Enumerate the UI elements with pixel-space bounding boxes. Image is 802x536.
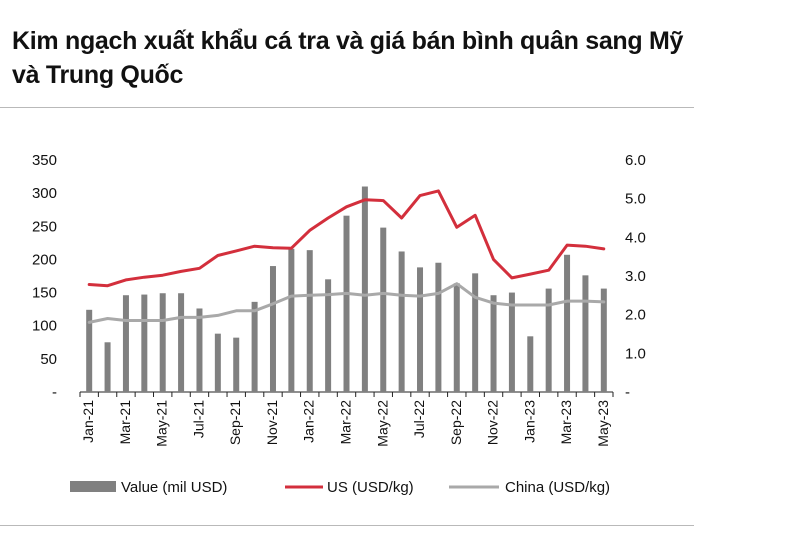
china-price-line bbox=[87, 282, 606, 324]
bar bbox=[325, 279, 332, 392]
bar bbox=[564, 254, 571, 392]
bar bbox=[343, 215, 350, 392]
y-left-tick-label: 350 bbox=[32, 152, 57, 169]
x-tick-label: Nov-22 bbox=[485, 400, 501, 445]
x-tick-label: Jan-21 bbox=[80, 400, 96, 443]
bar bbox=[141, 294, 148, 392]
bar bbox=[545, 288, 552, 392]
x-tick-label: Mar-22 bbox=[338, 400, 354, 445]
x-tick-label: Jan-22 bbox=[301, 400, 317, 443]
bar bbox=[527, 336, 534, 392]
bar bbox=[398, 251, 405, 392]
top-divider bbox=[0, 107, 694, 108]
y-right-tick-label: 6.0 bbox=[625, 152, 646, 169]
bar bbox=[269, 266, 276, 392]
bar bbox=[178, 293, 185, 392]
bar bbox=[417, 267, 424, 392]
y-left-tick-label: - bbox=[52, 384, 57, 401]
y-right-tick-label: 5.0 bbox=[625, 191, 646, 208]
x-tick-label: Jul-21 bbox=[190, 400, 206, 438]
x-tick-label: May-22 bbox=[374, 400, 390, 447]
bar bbox=[233, 337, 240, 392]
chart-title: Kim ngạch xuất khẩu cá tra và giá bán bì… bbox=[12, 27, 684, 89]
legend-label-us: US (USD/kg) bbox=[327, 479, 414, 496]
x-tick-label: May-23 bbox=[595, 400, 611, 447]
bar bbox=[122, 295, 129, 392]
bar bbox=[453, 283, 460, 392]
bar bbox=[196, 308, 203, 392]
legend-label-value: Value (mil USD) bbox=[121, 479, 227, 496]
y-left-tick-label: 200 bbox=[32, 251, 57, 268]
x-tick-label: Sep-21 bbox=[227, 400, 243, 445]
legend-swatch-value bbox=[70, 481, 116, 492]
bar bbox=[361, 186, 368, 392]
y-right-tick-label: 1.0 bbox=[625, 345, 646, 362]
y-left-tick-label: 50 bbox=[40, 351, 57, 368]
y-right-tick-label: 3.0 bbox=[625, 268, 646, 285]
x-tick-label: Mar-21 bbox=[117, 400, 133, 445]
x-tick-label: Jan-23 bbox=[521, 400, 537, 443]
x-tick-label: May-21 bbox=[154, 400, 170, 447]
bar bbox=[508, 292, 515, 392]
legend-label-china: China (USD/kg) bbox=[505, 479, 610, 496]
bar bbox=[159, 293, 166, 392]
y-left-tick-label: 250 bbox=[32, 218, 57, 235]
y-left-tick-label: 300 bbox=[32, 185, 57, 202]
y-right-tick-label: 4.0 bbox=[625, 229, 646, 246]
us-price-line bbox=[87, 189, 606, 288]
y-left-tick-label: 150 bbox=[32, 285, 57, 302]
x-tick-label: Nov-21 bbox=[264, 400, 280, 445]
bar bbox=[86, 309, 93, 392]
bar bbox=[600, 288, 607, 392]
bar bbox=[104, 342, 111, 392]
y-right-tick-label: 2.0 bbox=[625, 307, 646, 324]
bar bbox=[472, 273, 479, 392]
y-right-tick-label: - bbox=[625, 384, 630, 401]
y-left-tick-label: 100 bbox=[32, 318, 57, 335]
bar bbox=[288, 248, 295, 392]
bar bbox=[214, 333, 221, 392]
x-tick-label: Mar-23 bbox=[558, 400, 574, 445]
bar bbox=[380, 227, 387, 392]
bar bbox=[435, 262, 442, 392]
bar bbox=[582, 275, 589, 392]
bar bbox=[251, 301, 258, 392]
x-tick-label: Jul-22 bbox=[411, 400, 427, 438]
x-tick-label: Sep-22 bbox=[448, 400, 464, 445]
bar bbox=[490, 295, 497, 392]
bar bbox=[306, 250, 313, 392]
bottom-divider bbox=[0, 525, 694, 526]
